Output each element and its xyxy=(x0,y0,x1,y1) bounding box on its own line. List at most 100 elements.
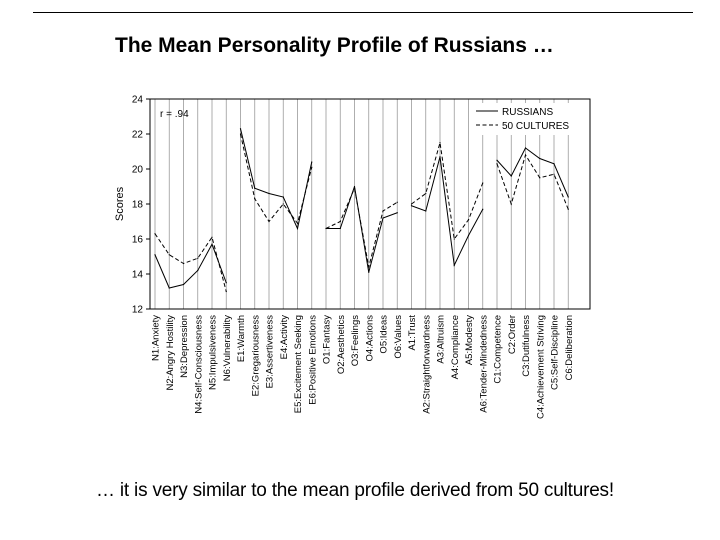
y-axis-label: Scores xyxy=(114,186,126,221)
x-tick-label: N1:Anxiety xyxy=(151,315,162,361)
data-point-50-cultures xyxy=(282,203,284,205)
data-point-russians xyxy=(254,187,256,189)
x-tick-label: A1:Trust xyxy=(407,315,418,351)
x-tick-label: N4:Self-Consciousness xyxy=(193,315,204,414)
data-point-russians xyxy=(368,271,370,273)
data-point-russians xyxy=(197,269,199,272)
data-point-russians xyxy=(539,157,541,160)
data-point-50-cultures xyxy=(425,192,427,195)
data-point-50-cultures xyxy=(197,257,199,259)
slide-caption: … it is very similar to the mean profile… xyxy=(96,480,614,501)
top-rule xyxy=(33,12,693,13)
data-point-russians xyxy=(510,175,512,177)
series-line-50-cultures xyxy=(154,233,227,292)
data-point-russians xyxy=(410,205,413,207)
series-line-50-cultures xyxy=(411,142,484,241)
series-line-russians xyxy=(240,128,313,231)
data-point-russians xyxy=(496,159,498,161)
data-point-50-cultures xyxy=(482,182,484,184)
y-tick-label: 12 xyxy=(132,305,144,316)
x-tick-label: E2:Gregariousness xyxy=(250,315,261,397)
data-point-russians xyxy=(268,192,270,195)
data-point-russians xyxy=(296,227,299,230)
x-tick-label: E4:Activity xyxy=(279,315,290,360)
data-point-50-cultures xyxy=(296,222,299,224)
y-tick-label: 16 xyxy=(132,235,144,246)
data-point-50-cultures xyxy=(154,233,156,235)
data-point-50-cultures xyxy=(510,203,512,205)
series-line-50-cultures xyxy=(496,153,569,210)
x-tick-label: N3:Depression xyxy=(179,315,190,378)
x-tick-label: A6:Tender-Mindedness xyxy=(478,315,489,413)
x-tick-label: C4:Achievement Striving xyxy=(535,315,546,419)
x-tick-label: O1:Fantasy xyxy=(322,315,333,364)
x-tick-label: O6:Values xyxy=(393,315,404,359)
data-point-50-cultures xyxy=(410,203,413,205)
x-tick-label: O4:Actions xyxy=(364,315,375,362)
data-point-50-cultures xyxy=(467,219,470,221)
x-tick-label: E6:Positive Emotions xyxy=(307,315,318,405)
x-tick-label: E3:Assertiveness xyxy=(265,315,276,389)
x-tick-label: A4:Compliance xyxy=(450,315,461,379)
legend-label: RUSSIANS xyxy=(502,107,553,118)
data-point-russians xyxy=(439,156,441,158)
slide-title: The Mean Personality Profile of Russians… xyxy=(115,34,554,57)
x-tick-label: C3:Dutifulness xyxy=(521,315,532,377)
y-tick-label: 24 xyxy=(132,95,144,106)
x-tick-label: A2:Straightforwardness xyxy=(421,315,432,414)
x-tick-label: C6:Deliberation xyxy=(564,315,575,380)
data-point-russians xyxy=(154,254,156,256)
data-point-russians xyxy=(168,287,170,289)
data-point-50-cultures xyxy=(168,254,170,256)
data-point-50-cultures xyxy=(439,142,441,144)
data-point-russians xyxy=(182,283,185,286)
data-point-50-cultures xyxy=(553,173,555,175)
data-point-50-cultures xyxy=(453,238,455,240)
x-tick-label: O2:Aesthetics xyxy=(336,315,347,374)
x-tick-label: N6:Vulnerability xyxy=(222,315,233,381)
y-axis: 12 14 16 18 20 22 24 xyxy=(132,95,150,316)
y-tick-label: 22 xyxy=(132,130,144,141)
series-line-russians xyxy=(154,243,227,289)
data-point-50-cultures xyxy=(368,266,370,268)
data-point-50-cultures xyxy=(496,163,498,165)
data-point-50-cultures xyxy=(311,166,313,168)
x-tick-label: N5:Impulsiveness xyxy=(208,315,219,390)
x-tick-label: N2:Angry Hostility xyxy=(165,315,176,391)
data-point-russians xyxy=(453,264,455,266)
data-point-50-cultures xyxy=(225,290,227,293)
legend: RUSSIANS 50 CULTURES xyxy=(470,103,586,135)
series-line-russians xyxy=(496,147,569,198)
series-line-50-cultures xyxy=(325,186,398,268)
correlation-annotation: r = .94 xyxy=(160,109,189,120)
data-point-50-cultures xyxy=(211,236,213,238)
data-point-russians xyxy=(339,227,341,230)
data-point-50-cultures xyxy=(539,177,541,179)
data-point-50-cultures xyxy=(396,201,398,203)
series-line-50-cultures xyxy=(240,133,313,225)
data-point-50-cultures xyxy=(524,154,527,156)
data-point-russians xyxy=(396,212,398,214)
x-tick-label: A3:Altruism xyxy=(436,315,447,364)
data-point-50-cultures xyxy=(325,227,327,230)
data-point-russians xyxy=(239,128,242,130)
series-line-russians xyxy=(411,156,484,267)
x-tick-label: C2:Order xyxy=(507,315,518,354)
data-point-50-cultures xyxy=(567,208,569,210)
data-point-50-cultures xyxy=(182,262,185,265)
data-point-russians xyxy=(553,163,555,165)
series-layer xyxy=(154,128,569,293)
x-tick-label: C5:Self-Discipline xyxy=(550,315,561,390)
x-tick-label: E1:Warmth xyxy=(236,315,247,362)
data-point-russians xyxy=(567,196,569,198)
x-tick-label: A5:Modesty xyxy=(464,315,475,365)
data-point-russians xyxy=(225,282,227,284)
data-point-russians xyxy=(467,234,470,237)
x-tick-label: O5:Ideas xyxy=(379,315,390,354)
data-point-50-cultures xyxy=(239,133,242,135)
data-point-russians xyxy=(382,217,384,219)
data-point-russians xyxy=(524,147,527,149)
y-tick-label: 20 xyxy=(132,165,144,176)
data-point-russians xyxy=(311,161,313,163)
